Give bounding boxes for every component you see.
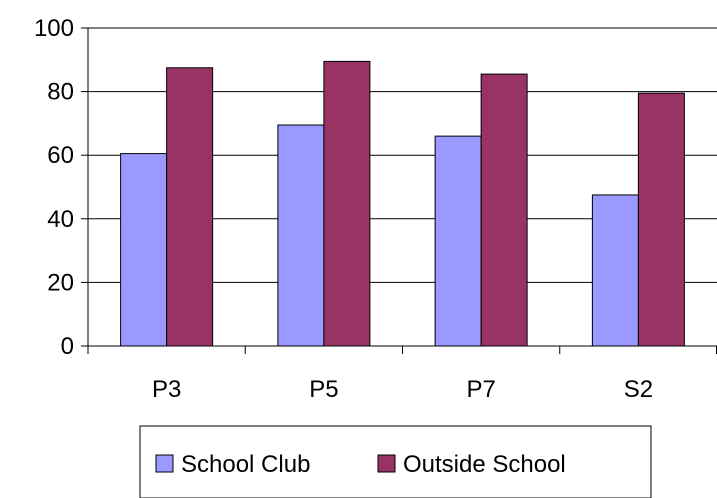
- bars: [120, 60, 685, 347]
- y-tick-label: 60: [47, 142, 74, 169]
- x-tick-label: P7: [466, 376, 495, 403]
- bar-outside-school-p7: [480, 73, 528, 347]
- y-tick-label: 20: [47, 269, 74, 296]
- legend-label-school-club: School Club: [181, 451, 310, 478]
- y-tick-label: 80: [47, 79, 74, 106]
- x-tick-label: S2: [624, 376, 653, 403]
- y-tick-label: 100: [34, 15, 74, 42]
- x-tick-label: P5: [309, 376, 338, 403]
- x-tick-label: P3: [152, 376, 181, 403]
- legend-swatch-school-club: [155, 454, 174, 473]
- bar-school-club-p3: [120, 153, 168, 347]
- y-tick-label: 0: [61, 333, 74, 360]
- y-tick-labels: 0 20 40 60 80 100: [34, 15, 74, 360]
- legend-label-outside-school: Outside School: [403, 451, 566, 478]
- bar-school-club-s2: [591, 194, 639, 347]
- bar-outside-school-p5: [323, 60, 371, 347]
- x-tick-labels: P3 P5 P7 S2: [152, 376, 653, 403]
- legend: School Club Outside School: [139, 425, 652, 498]
- axes: [81, 27, 717, 354]
- bar-outside-school-s2: [637, 92, 685, 347]
- bar-outside-school-p3: [166, 67, 214, 347]
- bar-school-club-p5: [277, 124, 325, 347]
- bar-school-club-p7: [434, 135, 482, 347]
- legend-swatch-outside-school: [377, 454, 396, 473]
- y-tick-label: 40: [47, 206, 74, 233]
